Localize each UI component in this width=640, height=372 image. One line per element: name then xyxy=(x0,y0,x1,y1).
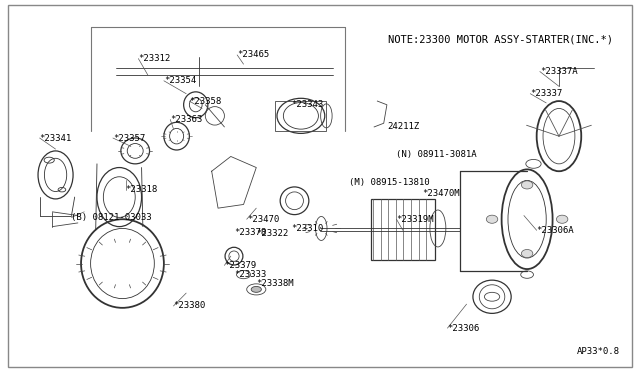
Text: *23470: *23470 xyxy=(246,215,279,224)
Text: (B) 08121-03033: (B) 08121-03033 xyxy=(72,213,152,222)
Text: *23312: *23312 xyxy=(138,54,171,63)
Text: *23379: *23379 xyxy=(225,261,257,270)
Text: *23343: *23343 xyxy=(291,100,324,109)
Text: AP33*0.8: AP33*0.8 xyxy=(577,347,620,356)
Text: *23318: *23318 xyxy=(125,185,158,194)
Text: *23470M: *23470M xyxy=(422,189,460,198)
Text: *23306A: *23306A xyxy=(537,226,574,235)
Text: *23378: *23378 xyxy=(234,228,266,237)
Text: 24211Z: 24211Z xyxy=(387,122,419,131)
Ellipse shape xyxy=(486,215,498,223)
Text: *23465: *23465 xyxy=(237,51,269,60)
Text: (N) 08911-3081A: (N) 08911-3081A xyxy=(396,150,477,159)
Text: *23341: *23341 xyxy=(40,134,72,142)
Text: *23354: *23354 xyxy=(164,76,196,85)
Text: *23333: *23333 xyxy=(234,270,266,279)
Text: *23337: *23337 xyxy=(531,89,563,98)
Text: *23337A: *23337A xyxy=(540,67,577,76)
Text: *23358: *23358 xyxy=(189,97,221,106)
Text: *23310: *23310 xyxy=(291,224,324,233)
Text: *23380: *23380 xyxy=(173,301,205,311)
Text: *23319M: *23319M xyxy=(396,215,434,224)
Text: *23357: *23357 xyxy=(113,134,145,142)
Text: *23363: *23363 xyxy=(170,115,202,124)
Ellipse shape xyxy=(522,250,533,258)
Bar xyxy=(275,101,326,131)
Text: NOTE:23300 MOTOR ASSY-STARTER(INC.*): NOTE:23300 MOTOR ASSY-STARTER(INC.*) xyxy=(388,35,613,45)
Text: (M) 08915-13810: (M) 08915-13810 xyxy=(349,178,429,187)
Ellipse shape xyxy=(556,215,568,223)
Ellipse shape xyxy=(522,181,533,189)
Text: *23338M: *23338M xyxy=(256,279,294,288)
Circle shape xyxy=(251,286,261,292)
Bar xyxy=(371,199,435,260)
Text: *23306: *23306 xyxy=(447,324,480,333)
Text: *23322: *23322 xyxy=(256,230,289,238)
FancyBboxPatch shape xyxy=(8,5,632,367)
